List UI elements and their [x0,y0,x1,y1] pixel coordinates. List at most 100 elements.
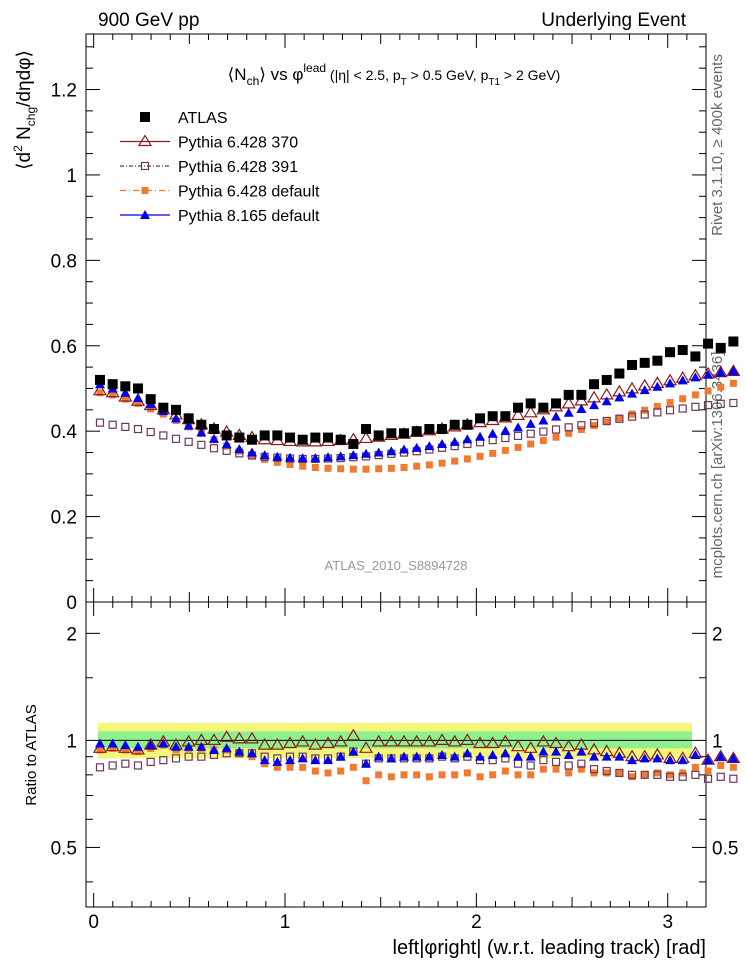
pythia-6-428-default-point [565,429,573,437]
pythia-6-428-default-point [679,395,687,403]
pythia-6-428-default-ratio-point [349,763,357,771]
ratio-y-tick-label-right: 1 [712,731,723,752]
legend-label-pythia-6-428-default: Pythia 6.428 default [178,184,320,201]
atlas-point [614,368,625,379]
atlas-point [145,394,156,405]
pythia-8-165-default-ratio-point [361,758,372,768]
pythia-8-165-default-ratio-point [259,755,270,765]
pythia-6-428-391-ratio-point [108,761,117,770]
atlas-point [576,389,587,400]
atlas-point [475,413,486,424]
atlas-point [310,432,321,443]
pythia-6-428-default-point [387,464,395,472]
x-tick-label: 3 [662,912,673,933]
atlas-point [170,404,181,415]
pythia-6-428-370-ratio-point [295,734,310,747]
main-y-tick-label: 0 [66,593,77,614]
analysis-id-label: ATLAS_2010_S8894728 [325,558,468,573]
pythia-6-428-default-ratio-point [641,771,649,779]
pythia-6-428-default-ratio-point [539,765,547,773]
pythia-8-165-default-ratio-point [475,751,486,761]
pythia-8-165-default-point [424,441,435,451]
x-axis-label: left|φright| (w.r.t. leading track) [rad… [393,937,706,959]
pythia-8-165-default-ratio-point [576,746,587,756]
legend-marker-pythia-6-428-391 [140,161,150,171]
pythia-8-165-default-ratio-point [449,751,460,761]
pythia-6-428-default-ratio-point [489,771,497,779]
pythia-8-165-default-ratio-point [652,753,663,763]
pythia-6-428-391-ratio-point [678,772,687,781]
pythia-6-428-default-point [261,455,269,463]
pythia-8-165-default-point [475,431,486,441]
pythia-8-165-default-point [627,388,638,398]
pythia-6-428-default-point [273,458,281,466]
pythia-8-165-default-point [728,365,739,375]
pythia-6-428-391-ratio-point [526,761,535,770]
pythia-6-428-391-point [108,420,117,429]
pythia-6-428-391-ratio-point [602,766,611,776]
atlas-point [221,430,232,441]
atlas-point [627,359,638,370]
pythia-6-428-391-point [171,434,181,443]
atlas-point [500,411,511,422]
pythia-6-428-391-ratio-point [665,772,675,781]
pythia-6-428-391-point [729,398,738,408]
axis-ticks: 0 0.2 0.4 0.6 0.8 1 1.2 0.5 0.5 1 1 2 2 0 1 2 3 [51,34,738,933]
pythia-6-428-default-ratio-point [577,765,585,773]
pythia-6-428-default-ratio-point [400,771,408,779]
legend-marker-pythia-6-428-370 [137,134,153,147]
pythia-8-165-default-point [386,446,397,456]
pythia-8-165-default-ratio-point [335,751,346,761]
pythia-6-428-391-point [602,416,611,426]
pythia-8-165-default-point [297,453,308,463]
chart-title-a-sub: ch [247,74,260,88]
pythia-6-428-391-ratio-point [539,756,548,765]
chart-title-b: ⟩ vs φ [259,65,303,84]
pythia-6-428-370-ratio-point [371,734,386,747]
atlas-point [525,398,536,409]
pythia-8-165-default-point [348,450,359,460]
pythia-6-428-default-point [704,387,712,395]
ratio-y-tick-label: 1 [66,731,77,752]
atlas-point [297,434,308,445]
pythia-6-428-default-ratio-point [438,771,446,779]
main-y-tick-label: 0.2 [51,508,77,529]
pythia-6-428-370-point [523,405,538,418]
atlas-point [335,434,346,445]
pythia-8-165-default-ratio-point [728,753,739,763]
pythia-6-428-default-ratio-point [527,771,535,779]
atlas-point [462,419,473,430]
atlas-point [513,402,524,413]
atlas-point [652,355,663,366]
pythia-6-428-default-ratio-point [109,744,117,752]
atlas-point [728,336,739,347]
chart-title-b-sup: lead [303,61,326,75]
pythia-6-428-default-point [590,422,598,430]
legend-marker-pythia-6-428-default [141,187,149,194]
pythia-6-428-391-ratio-point [729,774,738,783]
pythia-6-428-default-ratio-point [387,773,395,781]
pythia-8-165-default-point [449,436,460,446]
pythia-8-165-default-ratio-point [715,751,726,761]
pythia-6-428-default-ratio-point [628,773,636,781]
main-y-tick-label: 1.2 [51,81,77,102]
pythia-6-428-default-point [299,462,307,470]
pythia-6-428-370-ratio-point [472,736,488,749]
atlas-point [120,381,131,392]
atlas-point [323,432,334,443]
pythia-8-165-default-point [259,450,270,460]
legend-marker-pythia-8-165-default [140,210,150,219]
pythia-8-165-default-point [361,448,372,458]
pythia-6-428-391-point [184,437,193,446]
pythia-8-165-default-point [551,411,562,421]
atlas-point [449,419,460,430]
pythia-6-428-default-ratio-point [603,769,611,777]
pythia-6-428-default-point [375,465,383,473]
pythia-6-428-default-ratio-point [666,771,674,779]
pythia-6-428-370-ratio-point [270,737,285,750]
chart-title-d-sub: T1 [488,77,500,88]
pythia-6-428-default-point [489,449,497,457]
pythia-8-165-default-ratio-point [94,738,105,748]
pythia-6-428-391-point [716,399,725,408]
pythia-6-428-370-point [92,383,108,396]
